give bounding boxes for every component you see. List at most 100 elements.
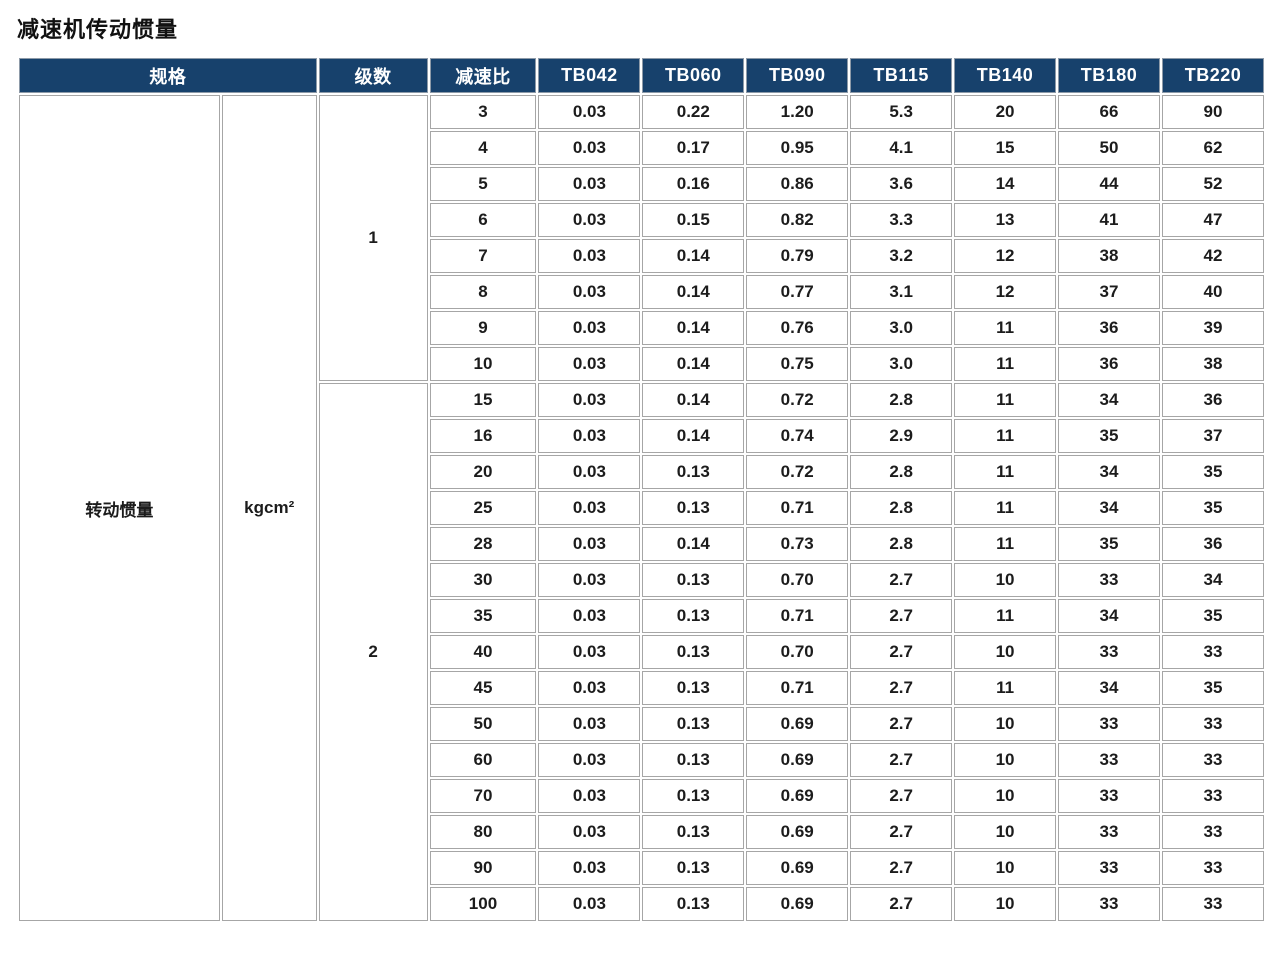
page-title: 减速机传动惯量 (17, 17, 179, 42)
value-cell: 15 (954, 131, 1057, 165)
ratio-cell: 9 (429, 311, 537, 345)
value-cell: 34 (1058, 383, 1160, 417)
table-row: 30 0.03 0.13 0.70 2.7 10 33 34 (19, 563, 1264, 597)
ratio-cell: 4 (429, 131, 537, 165)
value-cell: 0.13 (642, 707, 745, 741)
inertia-table: 规格 级数 减速比 TB042 TB060 TB090 TB115 TB140 … (17, 56, 1266, 923)
value-cell: 0.13 (642, 455, 745, 489)
ratio-cell: 90 (429, 851, 537, 885)
table-header: 规格 级数 减速比 TB042 TB060 TB090 TB115 TB140 … (19, 58, 1264, 93)
ratio-cell: 28 (429, 527, 537, 561)
value-cell: 0.03 (538, 851, 641, 885)
table-row: 40 0.03 0.13 0.70 2.7 10 33 33 (19, 635, 1264, 669)
value-cell: 11 (954, 419, 1057, 453)
value-cell: 34 (1058, 455, 1160, 489)
table-row: 5 0.03 0.16 0.86 3.6 14 44 52 (19, 167, 1264, 201)
value-cell: 0.03 (538, 599, 641, 633)
value-cell: 0.03 (538, 779, 641, 813)
value-cell: 0.13 (642, 743, 745, 777)
value-cell: 2.7 (850, 563, 953, 597)
value-cell: 0.03 (538, 887, 641, 921)
value-cell: 0.13 (642, 599, 745, 633)
value-cell: 10 (954, 563, 1057, 597)
value-cell: 0.77 (746, 275, 849, 309)
value-cell: 0.03 (538, 635, 641, 669)
value-cell: 0.15 (642, 203, 745, 237)
value-cell: 0.95 (746, 131, 849, 165)
value-cell: 0.03 (538, 527, 641, 561)
value-cell: 0.03 (538, 239, 641, 273)
value-cell: 0.70 (746, 563, 849, 597)
value-cell: 1.20 (746, 95, 849, 129)
value-cell: 34 (1058, 491, 1160, 525)
value-cell: 0.13 (642, 887, 745, 921)
value-cell: 0.03 (538, 671, 641, 705)
value-cell: 2.7 (850, 887, 953, 921)
value-cell: 0.69 (746, 707, 849, 741)
value-cell: 0.70 (746, 635, 849, 669)
table-row: 2 15 0.03 0.14 0.72 2.8 11 34 36 (19, 383, 1264, 921)
value-cell: 0.71 (746, 599, 849, 633)
value-cell: 3.0 (850, 311, 953, 345)
value-cell: 10 (954, 851, 1057, 885)
value-cell: 0.16 (642, 167, 745, 201)
value-cell: 34 (1161, 563, 1264, 597)
header-model-tb060: TB060 (642, 58, 745, 93)
ratio-cell: 70 (429, 779, 537, 813)
value-cell: 12 (954, 239, 1057, 273)
ratio-cell: 3 (429, 95, 537, 129)
value-cell: 11 (954, 311, 1057, 345)
ratio-cell: 8 (429, 275, 537, 309)
value-cell: 11 (954, 491, 1057, 525)
value-cell: 2.7 (850, 671, 953, 705)
ratio-cell: 10 (429, 347, 537, 381)
value-cell: 2.7 (850, 779, 953, 813)
ratio-cell: 40 (429, 635, 537, 669)
value-cell: 2.7 (850, 635, 953, 669)
value-cell: 34 (1058, 599, 1160, 633)
value-cell: 3.6 (850, 167, 953, 201)
header-model-tb115: TB115 (850, 58, 953, 93)
value-cell: 2.7 (850, 851, 953, 885)
value-cell: 11 (954, 455, 1057, 489)
unit-label: kgcm² (221, 95, 317, 921)
table-row: 转动惯量 kgcm² 1 3 0.03 0.22 1.20 5.3 20 66 90 (19, 95, 1264, 921)
value-cell: 3.3 (850, 203, 953, 237)
value-cell: 0.03 (538, 131, 641, 165)
ratio-cell: 6 (429, 203, 537, 237)
value-cell: 13 (954, 203, 1057, 237)
table-row: 90 0.03 0.13 0.69 2.7 10 33 33 (19, 851, 1264, 885)
page: 减速机传动惯量 规格 级数 减速比 TB042 TB060 TB090 TB11… (17, 17, 1266, 923)
ratio-cell: 15 (429, 383, 537, 417)
value-cell: 33 (1058, 779, 1160, 813)
value-cell: 0.76 (746, 311, 849, 345)
value-cell: 0.03 (538, 167, 641, 201)
value-cell: 0.03 (538, 491, 641, 525)
inertia-table-body: 转动惯量 kgcm² 1 3 0.03 0.22 1.20 5.3 20 66 90 4 0.03 0.1… (19, 95, 1264, 921)
ratio-cell: 35 (429, 599, 537, 633)
value-cell: 0.86 (746, 167, 849, 201)
value-cell: 10 (954, 815, 1057, 849)
value-cell: 0.22 (642, 95, 745, 129)
value-cell: 0.13 (642, 491, 745, 525)
value-cell: 0.13 (642, 563, 745, 597)
value-cell: 10 (954, 707, 1057, 741)
value-cell: 33 (1161, 815, 1264, 849)
value-cell: 40 (1161, 275, 1264, 309)
value-cell: 44 (1058, 167, 1160, 201)
value-cell: 33 (1058, 815, 1160, 849)
value-cell: 50 (1058, 131, 1160, 165)
value-cell: 33 (1161, 707, 1264, 741)
value-cell: 0.14 (642, 527, 745, 561)
value-cell: 0.14 (642, 347, 745, 381)
value-cell: 34 (1058, 671, 1160, 705)
value-cell: 0.71 (746, 671, 849, 705)
value-cell: 38 (1161, 347, 1264, 381)
value-cell: 10 (954, 779, 1057, 813)
value-cell: 33 (1058, 635, 1160, 669)
value-cell: 33 (1058, 707, 1160, 741)
table-row: 35 0.03 0.13 0.71 2.7 11 34 35 (19, 599, 1264, 633)
value-cell: 2.7 (850, 599, 953, 633)
value-cell: 0.14 (642, 275, 745, 309)
value-cell: 41 (1058, 203, 1160, 237)
